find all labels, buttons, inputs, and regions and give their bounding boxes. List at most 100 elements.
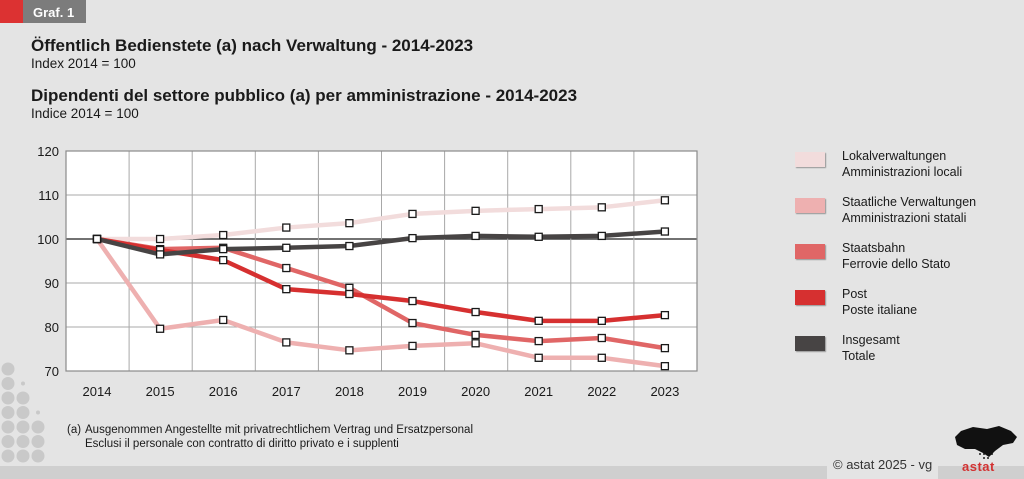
series-markers: [92, 196, 670, 371]
y-tick-label: 70: [45, 364, 59, 379]
data-point-marker: [660, 310, 670, 320]
legend-swatch-local: [795, 152, 825, 167]
x-tick-label: 2017: [272, 384, 301, 399]
data-point-marker: [155, 324, 165, 333]
x-tick-label: 2018: [335, 384, 364, 399]
footnote-line-it: Esclusi il personale con contratto di di…: [85, 438, 399, 450]
x-tick-label: 2021: [524, 384, 553, 399]
data-point-marker: [471, 206, 480, 215]
copyright-text: © astat 2025 - vg: [827, 455, 939, 479]
data-point-marker: [660, 227, 670, 236]
gridlines: [65, 150, 698, 372]
data-point-marker: [660, 196, 670, 205]
data-point-marker: [597, 353, 606, 362]
series-line-3: [94, 236, 668, 324]
decorative-dot: [36, 410, 40, 415]
line-chart: 70 80 90 100 110 120 2014 2015 2016 2017 2018 2019…: [37, 144, 698, 399]
x-tick-label: 2016: [209, 384, 238, 399]
data-point-marker: [534, 316, 543, 325]
legend-swatch-state: [795, 198, 825, 213]
data-point-marker: [345, 241, 354, 251]
decorative-dot: [16, 391, 30, 405]
legend-label-it: Amministrazioni locali: [842, 165, 963, 179]
data-point-marker: [282, 243, 291, 252]
data-point-marker: [534, 353, 543, 362]
data-point-marker: [597, 231, 606, 241]
legend-label-de: Staatsbahn: [842, 241, 906, 255]
data-point-marker: [345, 219, 354, 228]
legend-label-de: Post: [842, 287, 868, 301]
legend-label-it: Amministrazioni statali: [842, 211, 967, 225]
data-point-marker: [219, 315, 228, 325]
astat-map-logo-icon: [955, 426, 1017, 459]
data-point-marker: [471, 339, 480, 348]
tag-label: Graf. 1: [23, 0, 86, 23]
legend-label-it: Ferrovie dello Stato: [842, 257, 951, 271]
legend-item-total: Insgesamt Totale: [795, 332, 1015, 372]
data-point-marker: [155, 250, 165, 259]
data-point-marker: [597, 316, 606, 325]
series-line-0: [94, 198, 668, 242]
y-tick-label: 100: [37, 232, 59, 247]
data-point-marker: [534, 204, 543, 214]
decorative-dot: [1, 391, 15, 405]
data-point-marker: [408, 233, 417, 243]
decorative-dot: [1, 420, 15, 434]
legend-item-railway: Staatsbahn Ferrovie dello Stato: [795, 240, 1015, 280]
legend-item-post: Post Poste italiane: [795, 286, 1015, 326]
legend-item-state: Staatliche Verwaltungen Amministrazioni …: [795, 194, 1015, 234]
data-point-marker: [660, 343, 670, 353]
data-point-marker: [219, 244, 228, 254]
decorative-dot: [16, 420, 30, 434]
series-lines: [94, 198, 668, 369]
data-point-marker: [597, 333, 606, 343]
tag-accent: [0, 0, 23, 23]
legend-item-local: Lokalverwaltungen Amministrazioni locali: [795, 148, 1015, 188]
decorative-dot: [1, 362, 15, 376]
x-tick-label: 2015: [146, 384, 175, 399]
decorative-dot: [16, 435, 30, 448]
series-line-2: [94, 236, 668, 351]
decorative-dot: [31, 435, 45, 448]
footnote-mark: (a): [67, 424, 82, 436]
data-point-marker: [471, 231, 480, 241]
data-point-marker: [345, 289, 354, 299]
chart-tag: Graf. 1: [0, 0, 86, 23]
data-point-marker: [219, 255, 228, 265]
x-tick-label: 2019: [398, 384, 427, 399]
data-point-marker: [408, 296, 417, 306]
decorative-dot: [31, 449, 45, 463]
decorative-dot: [31, 420, 45, 434]
data-point-marker: [219, 230, 228, 240]
data-point-marker: [408, 341, 417, 351]
decorative-dots: [1, 362, 45, 463]
decorative-dot: [21, 381, 25, 386]
y-tick-label: 90: [45, 276, 59, 291]
legend-swatch-railway: [795, 244, 825, 259]
legend-label-de: Lokalverwaltungen: [842, 149, 947, 163]
x-tick-label: 2020: [461, 384, 490, 399]
footnote-line-de: Ausgenommen Angestellte mit privatrechtl…: [85, 424, 474, 436]
legend-swatch-post: [795, 290, 825, 305]
plot-border: [65, 150, 698, 372]
decorative-dot: [1, 377, 15, 390]
legend-label-it: Poste italiane: [842, 303, 918, 317]
decorative-dot: [1, 449, 15, 463]
data-point-marker: [92, 234, 102, 244]
legend-label-de: Insgesamt: [842, 333, 900, 347]
y-tick-label: 80: [45, 320, 59, 335]
data-point-marker: [282, 263, 291, 273]
data-point-marker: [471, 307, 480, 317]
data-point-marker: [408, 318, 417, 328]
data-point-marker: [471, 330, 480, 340]
x-axis-ticks: 2014 2015 2016 2017 2018 2019 2020 2021 2022 2023: [83, 384, 680, 399]
subtitle-it: Indice 2014 = 100: [31, 106, 139, 121]
footer-band: [0, 466, 1024, 479]
decorative-dot: [1, 406, 15, 419]
title-de: Öffentlich Bedienstete (a) nach Verwaltu…: [31, 36, 474, 55]
legend-label-it: Totale: [842, 349, 876, 363]
y-tick-label: 110: [38, 188, 59, 203]
data-point-marker: [408, 209, 417, 219]
data-point-marker: [534, 232, 543, 241]
data-point-marker: [597, 203, 606, 212]
